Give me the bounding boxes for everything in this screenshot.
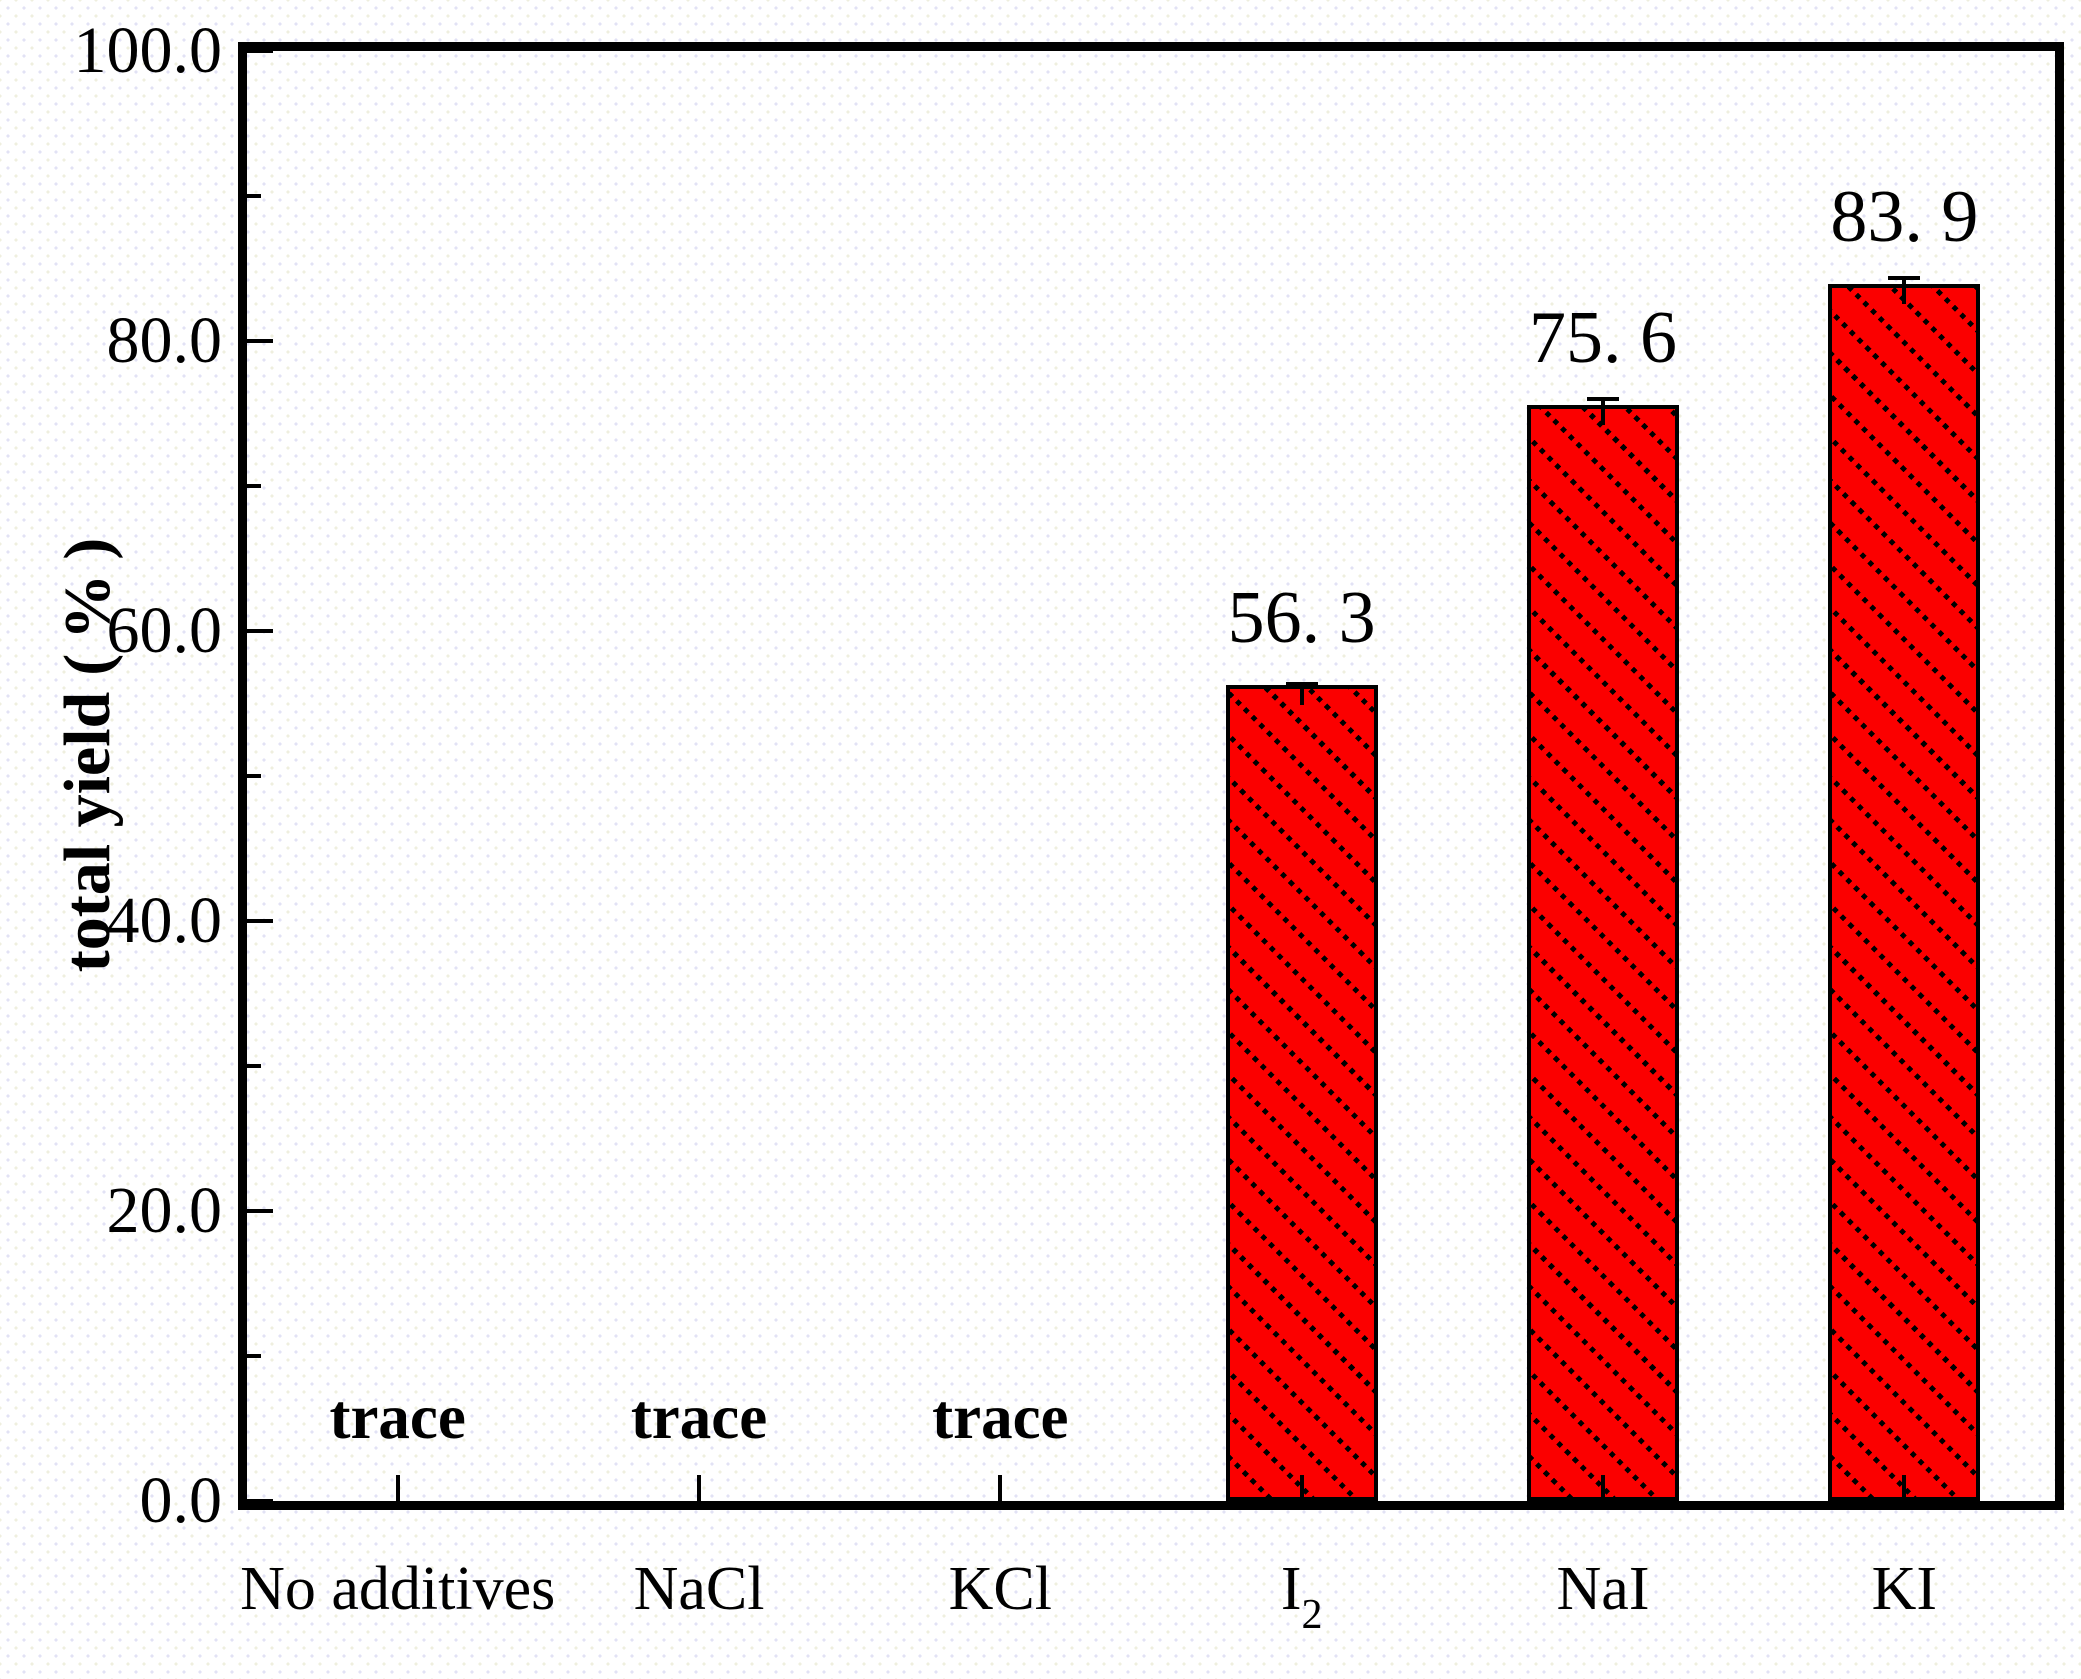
error-bar-i2	[1285, 681, 1318, 705]
category-text: KI	[1871, 1555, 1938, 1623]
y-major-tick	[247, 1499, 273, 1503]
x-tick-no-additives	[395, 1475, 400, 1501]
y-minor-tick	[247, 1064, 261, 1068]
y-major-tick	[247, 629, 273, 633]
trace-label-nacl: trace	[630, 1382, 768, 1452]
y-tick-label-40: 40.0	[106, 884, 223, 957]
y-major-tick	[247, 1209, 273, 1213]
category-text: I	[1280, 1555, 1302, 1623]
x-axis-label-nacl: NaCl	[634, 1558, 765, 1620]
y-major-tick	[247, 919, 273, 923]
bar-ki	[1828, 284, 1981, 1501]
plot-area: trace trace trace 56. 3 75. 6 83. 9	[238, 42, 2064, 1510]
y-minor-tick	[247, 484, 261, 488]
y-minor-tick	[247, 194, 261, 198]
x-tick-nai	[1601, 1475, 1605, 1501]
error-bar-stem	[1299, 681, 1304, 705]
trace-label-no-additives: trace	[329, 1382, 466, 1452]
bar-i2	[1225, 684, 1378, 1501]
y-minor-tick	[247, 1354, 261, 1358]
x-axis-label-nai: NaI	[1557, 1558, 1650, 1620]
y-tick-label-20: 20.0	[106, 1174, 223, 1247]
category-text: NaCl	[633, 1555, 765, 1623]
bar-nai	[1527, 404, 1679, 1501]
x-axis-category-labels: No additives NaCl KCl I2 NaI KI	[240, 1530, 2055, 1650]
trace-label-kcl: trace	[932, 1382, 1069, 1452]
y-tick-label-100: 100.0	[73, 14, 223, 87]
x-tick-i2	[1299, 1475, 1304, 1501]
error-bar-nai	[1587, 396, 1619, 425]
y-major-tick	[247, 339, 273, 343]
y-tick-label-0: 0.0	[139, 1464, 223, 1537]
error-bar-stem	[1601, 396, 1605, 425]
value-label-nai: 75. 6	[1529, 296, 1677, 379]
value-label-ki: 83. 9	[1830, 176, 1979, 259]
x-axis-label-i2: I2	[1280, 1555, 1323, 1636]
x-axis-label-no-additives: No additives	[240, 1558, 555, 1620]
x-tick-nacl	[697, 1475, 701, 1501]
category-text: NaI	[1556, 1555, 1650, 1623]
error-bar-ki	[1888, 275, 1921, 305]
category-text: KCl	[948, 1555, 1053, 1623]
y-tick-label-60: 60.0	[106, 594, 223, 667]
y-major-tick	[247, 49, 273, 53]
x-tick-ki	[1902, 1475, 1907, 1501]
y-tick-label-80: 80.0	[106, 304, 223, 377]
category-subscript: 2	[1301, 1592, 1323, 1639]
x-tick-kcl	[998, 1475, 1003, 1501]
error-bar-stem	[1902, 275, 1907, 305]
x-axis-label-ki: KI	[1872, 1558, 1937, 1620]
category-text: No additives	[240, 1555, 556, 1623]
y-axis-tick-labels: 0.0 20.0 40.0 60.0 80.0 100.0	[0, 18, 223, 1534]
y-minor-tick	[247, 774, 261, 778]
value-label-i2: 56. 3	[1227, 576, 1376, 659]
x-axis-label-kcl: KCl	[949, 1558, 1052, 1620]
